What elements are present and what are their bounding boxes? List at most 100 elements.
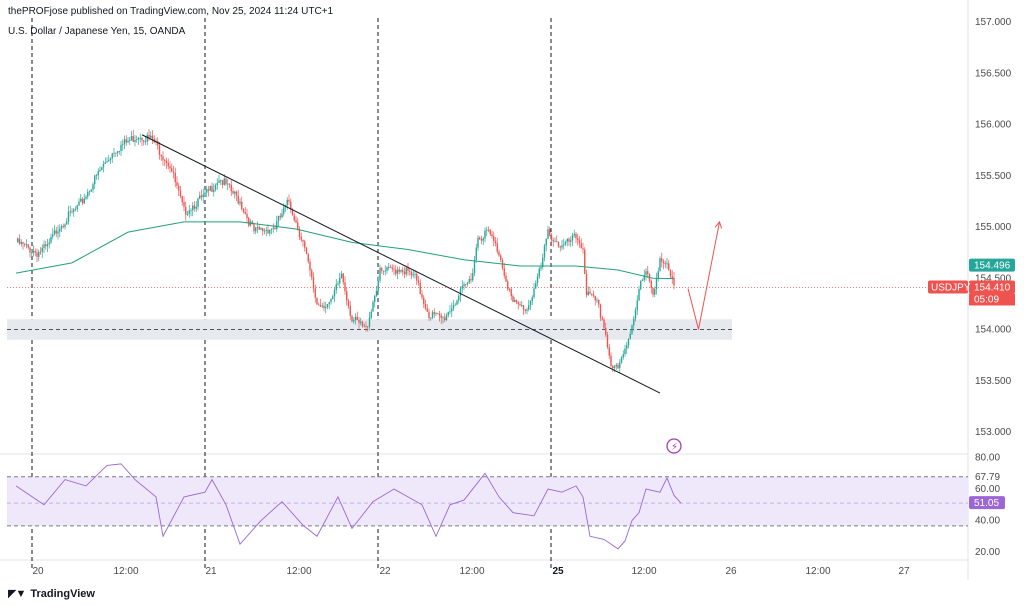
candle-body: [417, 280, 420, 283]
candle-body: [146, 134, 148, 142]
candle-body: [202, 194, 204, 198]
candle-body: [388, 266, 390, 268]
candle-body: [398, 269, 400, 272]
candle-body: [391, 267, 393, 269]
candle-body: [650, 280, 652, 288]
candle-body: [190, 210, 192, 212]
candle-body: [179, 190, 182, 197]
candle-body: [479, 237, 481, 240]
candle-body: [335, 284, 337, 291]
candle-body: [337, 283, 339, 285]
candle-body: [580, 243, 582, 249]
candle-body: [349, 305, 351, 316]
candle-body: [410, 271, 413, 276]
candle-body: [69, 211, 71, 213]
candle-body: [27, 244, 29, 248]
candle-body: [244, 211, 246, 214]
candle-body: [246, 213, 248, 218]
candle-body: [242, 208, 245, 212]
candle-body: [671, 276, 673, 278]
candle-body: [472, 272, 474, 281]
candle-body: [542, 257, 544, 268]
candle-body: [512, 296, 514, 303]
candle-body: [221, 180, 224, 185]
candle-body: [160, 154, 162, 157]
rsi-tick-label: 60.00: [975, 484, 1000, 495]
candle-body: [88, 191, 91, 193]
candle-body: [251, 221, 253, 225]
candle-body: [360, 321, 362, 323]
candle-body: [230, 184, 232, 192]
candle-body: [370, 311, 372, 318]
candle-body: [344, 282, 346, 292]
candle-body: [256, 227, 259, 228]
candle-body: [85, 196, 87, 199]
candle-body: [463, 284, 465, 287]
candle-body: [634, 309, 637, 319]
candle-body: [613, 366, 616, 369]
tradingview-brand[interactable]: ◤▼ TradingView: [8, 587, 95, 601]
candle-body: [486, 229, 488, 231]
candle-body: [297, 222, 299, 230]
candle-body: [402, 269, 404, 272]
candle-body: [526, 309, 528, 311]
candle-body: [405, 268, 407, 275]
candle-body: [372, 301, 374, 312]
candle-body: [232, 191, 234, 194]
candle-body: [575, 233, 577, 239]
candle-body: [118, 151, 120, 152]
candle-body: [510, 289, 512, 297]
candle-body: [57, 231, 59, 234]
candle-body: [340, 273, 343, 278]
candle-body: [78, 201, 80, 206]
candle-body: [608, 347, 610, 356]
candle-body: [603, 319, 605, 328]
candle-body: [655, 278, 658, 290]
candle-body: [361, 321, 364, 327]
candle-body: [174, 172, 176, 183]
candle-body: [263, 230, 266, 232]
candle-body: [414, 273, 416, 275]
candle-body: [617, 364, 619, 369]
candle-body: [129, 139, 131, 141]
candle-body: [498, 251, 500, 256]
candle-body: [347, 300, 350, 306]
candle-body: [132, 136, 134, 142]
candle-body: [17, 238, 19, 243]
candle-body: [39, 251, 42, 253]
candle-body: [165, 161, 168, 164]
candle-body: [577, 238, 579, 241]
candle-body: [384, 270, 386, 272]
candle-body: [216, 182, 218, 185]
candle-body: [330, 298, 332, 303]
candle-body: [636, 300, 638, 310]
candle-body: [538, 268, 540, 277]
countdown-label: 05:09: [974, 294, 999, 305]
candle-body: [356, 316, 358, 320]
price-tick-label: 154.000: [975, 325, 1012, 336]
candle-body: [421, 293, 423, 298]
candle-body: [151, 135, 154, 139]
candle-body: [307, 254, 309, 262]
lightning-event-icon[interactable]: ⚡: [666, 438, 682, 454]
candle-body: [276, 221, 278, 230]
candle-body: [493, 236, 495, 241]
candle-body: [374, 296, 376, 302]
candle-body: [633, 318, 635, 326]
candle-body: [664, 263, 666, 264]
candle-body: [598, 299, 600, 305]
candle-body: [314, 288, 316, 298]
candle-body: [435, 313, 437, 315]
candle-body: [234, 191, 236, 194]
candle-body: [596, 299, 598, 301]
candle-body: [323, 305, 325, 309]
candle-body: [582, 248, 584, 250]
candle-body: [624, 348, 626, 355]
rsi-current-bg: [969, 496, 1005, 510]
candle-body: [515, 300, 518, 303]
candle-body: [290, 201, 292, 209]
candle-body: [62, 226, 64, 227]
candle-body: [652, 287, 654, 295]
candle-body: [444, 317, 446, 321]
